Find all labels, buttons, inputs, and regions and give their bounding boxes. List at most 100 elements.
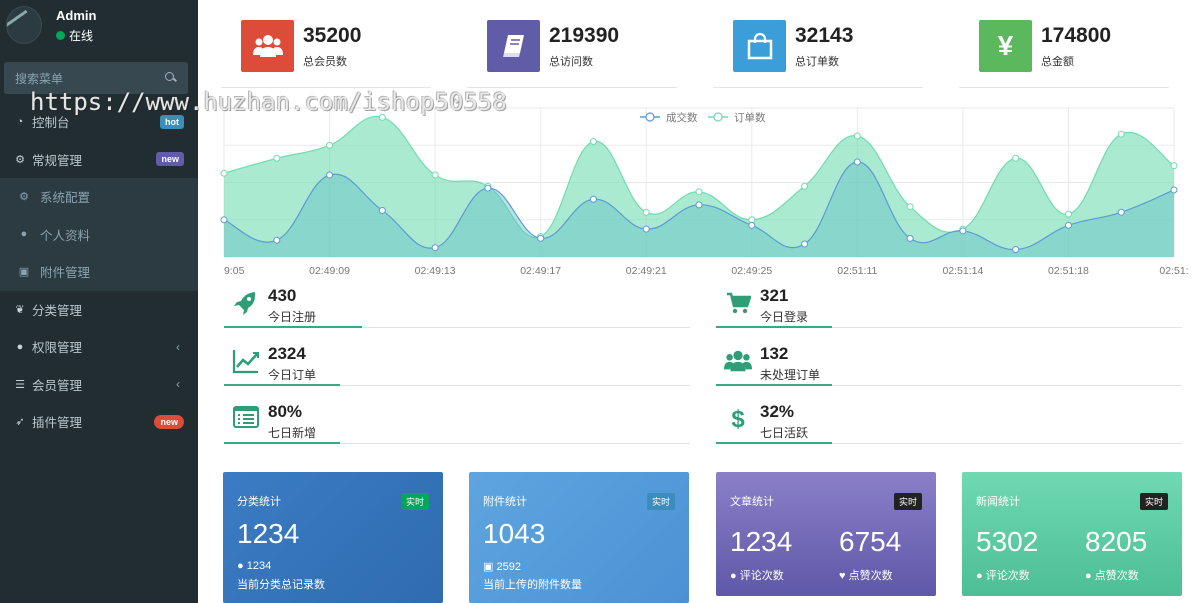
shopping-bag-icon	[733, 20, 786, 72]
series-area	[224, 116, 1174, 257]
sidebar-item-general[interactable]: ⚙ 常规管理 new	[0, 141, 198, 179]
mini-stat-new: 80% 七日新增	[224, 400, 690, 444]
sidebar-item-config[interactable]: ⚙ 系统配置	[0, 178, 198, 216]
gear-icon: ⚙	[19, 191, 29, 204]
dollar-icon: $	[731, 406, 745, 433]
cogs-icon: ⚙	[15, 153, 25, 166]
divider	[716, 385, 1182, 386]
sidebar-search[interactable]: 搜索菜单	[4, 62, 188, 94]
series-area	[224, 161, 1174, 257]
card-label-comments: ● 评论次数	[976, 567, 1030, 583]
data-point	[484, 184, 492, 192]
data-point	[326, 141, 334, 149]
realtime-badge: 实时	[400, 493, 429, 510]
divider	[224, 443, 690, 444]
data-point	[906, 203, 914, 211]
divider	[224, 327, 690, 328]
list-icon: ☰	[15, 378, 25, 391]
image-icon: ▣	[483, 561, 494, 573]
sidebar-item-label: 分类管理	[32, 303, 83, 318]
stat-label: 总金额	[1041, 56, 1074, 68]
card-sub-value: 1234	[246, 560, 272, 572]
comment-icon: ●	[237, 560, 244, 572]
chart-svg: 9:05 02:49:09 02:49:13 02:49:17 02:49:21 02:4…	[220, 107, 1189, 277]
sidebar-item-plugins[interactable]: ➶ 插件管理 new	[0, 403, 198, 441]
new-badge: new	[154, 414, 184, 429]
mini-value: 80%	[268, 402, 303, 421]
x-tick-label: 9:05	[224, 265, 245, 277]
x-tick-label: 02:49:13	[415, 265, 456, 277]
sidebar-item-label: 控制台	[32, 116, 70, 131]
data-point	[695, 201, 703, 209]
line-chart-icon	[232, 348, 260, 376]
data-point	[326, 171, 334, 179]
online-dot-icon	[56, 31, 65, 40]
mini-value: 2324	[268, 344, 306, 363]
stat-label: 总会员数	[303, 56, 347, 68]
card-news-stats[interactable]: 新闻统计 实时 5302 ● 评论次数 8205 ● 点赞次数	[962, 472, 1182, 596]
mini-stat-pending: 132 未处理订单	[716, 342, 1182, 386]
search-icon[interactable]	[165, 72, 177, 84]
sidebar-item-members[interactable]: ☰ 会员管理 ‹	[0, 366, 198, 404]
mini-value: 430	[268, 286, 297, 305]
card-attachment-stats[interactable]: 附件统计 实时 1043 ▣ 2592 当前上传的附件数量	[469, 472, 689, 603]
data-point	[853, 158, 861, 166]
sidebar-item-profile[interactable]: ● 个人资料	[0, 215, 198, 253]
x-tick-label: 02:51:18	[1048, 265, 1089, 277]
cart-icon	[724, 290, 752, 318]
data-point	[589, 195, 597, 203]
search-input[interactable]: 搜索菜单	[15, 71, 64, 86]
users-icon	[724, 348, 752, 376]
sidebar-item-attachments[interactable]: ▣ 附件管理	[0, 253, 198, 291]
x-tick-label: 02:51:	[1159, 265, 1188, 277]
data-point	[431, 244, 439, 252]
card-title: 文章统计	[730, 496, 774, 508]
legend-label: 订单数	[734, 111, 766, 124]
data-point	[431, 171, 439, 179]
card-desc: 当前上传的附件数量	[483, 579, 582, 591]
data-point	[748, 221, 756, 229]
user-panel: Admin 在线	[0, 0, 198, 60]
chevron-left-icon: ‹	[176, 339, 180, 354]
legend-marker	[645, 112, 655, 122]
stat-value: 219390	[549, 24, 620, 47]
avatar[interactable]	[6, 6, 42, 44]
card-value-likes: 6754	[839, 526, 902, 557]
comment-icon: ●	[976, 570, 983, 582]
stat-visits: 219390 总访问数	[467, 8, 687, 88]
realtime-badge: 实时	[646, 493, 675, 510]
mini-stat-orders: 2324 今日订单	[224, 342, 690, 386]
sidebar-item-label: 插件管理	[32, 416, 83, 431]
stat-value: 32143	[795, 24, 854, 47]
area-chart: 9:05 02:49:09 02:49:13 02:49:17 02:49:21 02:4…	[216, 100, 1192, 280]
book-icon	[487, 20, 540, 72]
rocket-icon	[232, 290, 260, 318]
divider	[221, 87, 431, 88]
card-category-stats[interactable]: 分类统计 实时 1234 ● 1234 当前分类总记录数	[223, 472, 443, 603]
data-point	[1117, 208, 1125, 216]
sidebar-item-label: 个人资料	[40, 228, 91, 243]
card-value-comments: 1234	[730, 526, 793, 557]
data-point	[801, 240, 809, 248]
card-sub: ● 1234	[237, 560, 271, 572]
sidebar-item-category[interactable]: ❦ 分类管理	[0, 291, 198, 329]
mini-label: 七日新增	[268, 426, 317, 440]
sidebar-item-dashboard[interactable]: ◔ 控制台 hot	[0, 103, 198, 141]
mini-value: 32%	[760, 402, 795, 421]
image-icon: ▣	[18, 266, 30, 279]
x-tick-label: 02:51:14	[942, 265, 983, 277]
card-label-likes: ♥ 点赞次数	[839, 567, 893, 583]
data-point	[378, 113, 386, 121]
sidebar-item-auth[interactable]: ● 权限管理 ‹	[0, 328, 198, 366]
data-point	[220, 216, 228, 224]
realtime-badge: 实时	[893, 493, 922, 510]
card-article-stats[interactable]: 文章统计 实时 1234 ● 评论次数 6754 ♥ 点赞次数	[716, 472, 936, 596]
data-point	[642, 225, 650, 233]
card-title: 分类统计	[237, 496, 281, 508]
data-point	[273, 154, 281, 162]
x-tick-label: 02:49:25	[731, 265, 772, 277]
accent-bar	[224, 384, 340, 386]
card-label-text: 点赞次数	[1094, 570, 1139, 582]
divider	[713, 87, 923, 88]
realtime-badge: 实时	[1139, 493, 1168, 510]
